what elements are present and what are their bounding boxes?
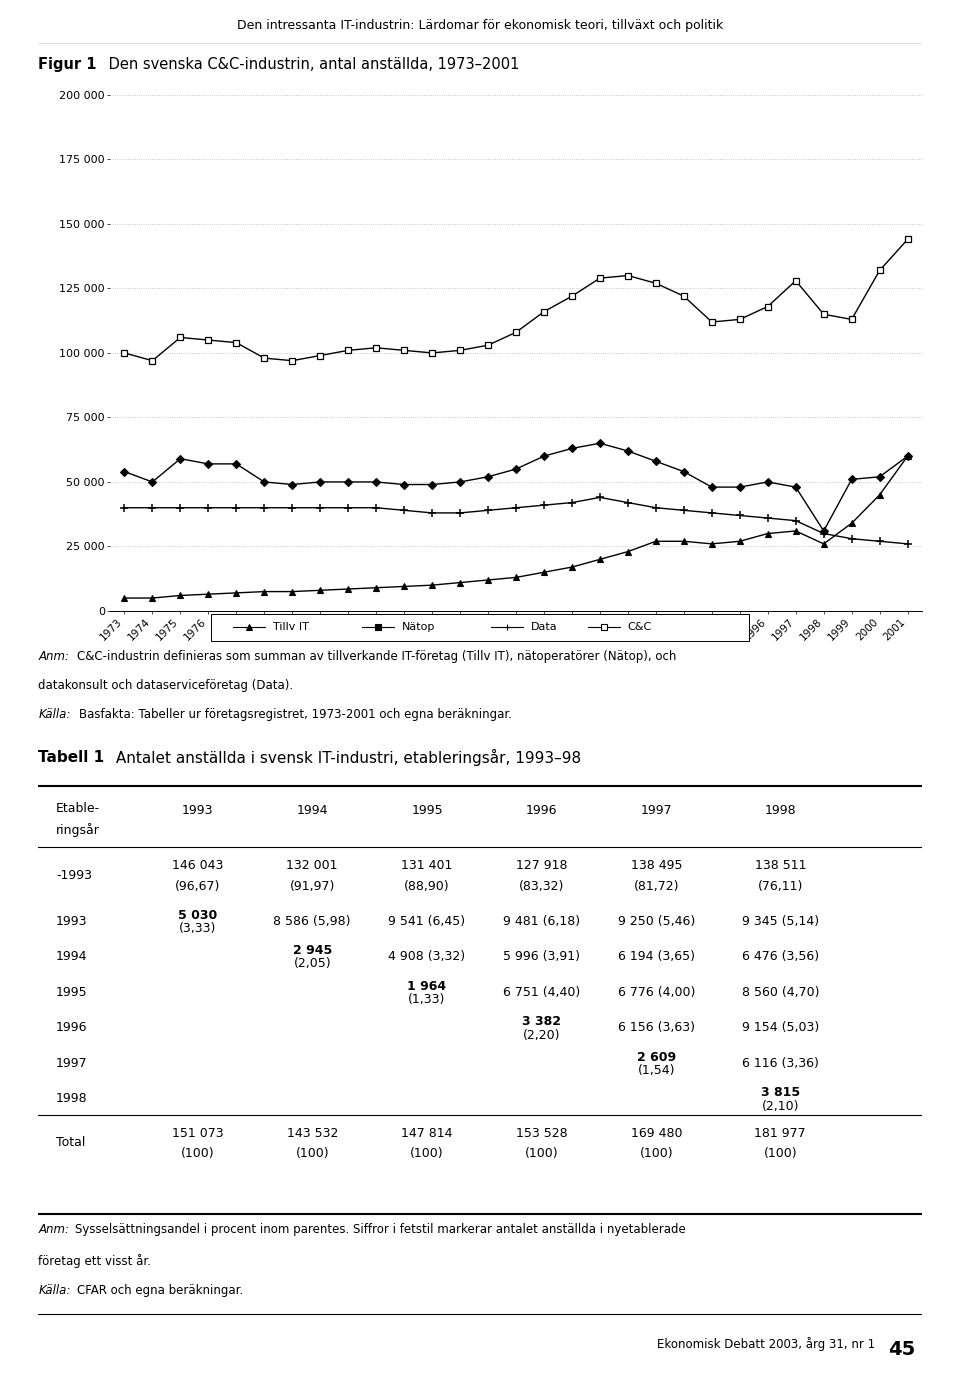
- Text: C&C: C&C: [628, 622, 652, 633]
- Text: 6 751 (4,40): 6 751 (4,40): [503, 985, 581, 999]
- Text: (100): (100): [410, 1146, 444, 1160]
- Text: 127 918: 127 918: [516, 859, 567, 872]
- Text: 153 528: 153 528: [516, 1127, 567, 1141]
- Text: Data: Data: [531, 622, 558, 633]
- Text: 146 043: 146 043: [172, 859, 223, 872]
- Text: 9 481 (6,18): 9 481 (6,18): [503, 915, 581, 927]
- Text: 138 511: 138 511: [755, 859, 806, 872]
- Text: Den svenska C&C-industrin, antal anställda, 1973–2001: Den svenska C&C-industrin, antal anställ…: [104, 58, 519, 72]
- Text: 6 156 (3,63): 6 156 (3,63): [618, 1021, 695, 1035]
- Text: -1993: -1993: [56, 868, 92, 882]
- Text: 45: 45: [888, 1340, 915, 1358]
- Text: 8 586 (5,98): 8 586 (5,98): [274, 915, 351, 927]
- Text: (2,05): (2,05): [294, 958, 331, 970]
- Text: 9 541 (6,45): 9 541 (6,45): [389, 915, 466, 927]
- Text: Nätop: Nätop: [402, 622, 436, 633]
- Text: 1997: 1997: [641, 804, 672, 817]
- Text: 169 480: 169 480: [631, 1127, 683, 1141]
- Text: 9 154 (5,03): 9 154 (5,03): [742, 1021, 819, 1035]
- Text: (2,20): (2,20): [523, 1028, 561, 1042]
- Text: 2 945: 2 945: [293, 944, 332, 958]
- Text: Etable-: Etable-: [56, 802, 100, 815]
- Text: 1995: 1995: [411, 804, 443, 817]
- Text: Anm:: Anm:: [38, 1223, 69, 1237]
- Text: 1996: 1996: [526, 804, 558, 817]
- Text: 9 250 (5,46): 9 250 (5,46): [618, 915, 695, 927]
- Text: (1,54): (1,54): [637, 1064, 676, 1077]
- Text: Tillv IT: Tillv IT: [273, 622, 309, 633]
- Text: 6 776 (4,00): 6 776 (4,00): [618, 985, 695, 999]
- Text: (91,97): (91,97): [290, 881, 335, 893]
- Text: (83,32): (83,32): [519, 881, 564, 893]
- Text: 1998: 1998: [56, 1093, 87, 1105]
- Text: (100): (100): [180, 1146, 214, 1160]
- Text: (1,33): (1,33): [408, 993, 445, 1006]
- Text: (76,11): (76,11): [757, 881, 803, 893]
- Text: 1995: 1995: [56, 985, 87, 999]
- Text: 6 194 (3,65): 6 194 (3,65): [618, 951, 695, 963]
- Text: (100): (100): [296, 1146, 329, 1160]
- Text: Basfakta: Tabeller ur företagsregistret, 1973-2001 och egna beräkningar.: Basfakta: Tabeller ur företagsregistret,…: [79, 707, 512, 721]
- Text: 1998: 1998: [764, 804, 796, 817]
- Text: 1994: 1994: [56, 951, 87, 963]
- Text: (96,67): (96,67): [175, 881, 220, 893]
- Text: (100): (100): [763, 1146, 797, 1160]
- Text: 6 116 (3,36): 6 116 (3,36): [742, 1057, 819, 1071]
- Text: C&C-industrin definieras som summan av tillverkande IT-företag (Tillv IT), nätop: C&C-industrin definieras som summan av t…: [77, 651, 677, 663]
- Text: 6 476 (3,56): 6 476 (3,56): [742, 951, 819, 963]
- Text: 3 382: 3 382: [522, 1015, 562, 1028]
- Text: 1993: 1993: [181, 804, 213, 817]
- Text: 147 814: 147 814: [401, 1127, 453, 1141]
- Text: Total: Total: [56, 1137, 85, 1149]
- Text: 1997: 1997: [56, 1057, 87, 1071]
- Text: Anm:: Anm:: [38, 651, 69, 663]
- Text: 151 073: 151 073: [172, 1127, 223, 1141]
- FancyBboxPatch shape: [211, 614, 749, 641]
- Text: Källa:: Källa:: [38, 1284, 71, 1298]
- Text: 9 345 (5,14): 9 345 (5,14): [742, 915, 819, 927]
- Text: (100): (100): [525, 1146, 559, 1160]
- Text: 3 815: 3 815: [760, 1087, 800, 1099]
- Text: 143 532: 143 532: [286, 1127, 338, 1141]
- Text: (2,10): (2,10): [761, 1099, 799, 1113]
- Text: företag ett visst år.: företag ett visst år.: [38, 1254, 152, 1267]
- Text: 5 996 (3,91): 5 996 (3,91): [503, 951, 581, 963]
- Text: 181 977: 181 977: [755, 1127, 806, 1141]
- Text: 8 560 (4,70): 8 560 (4,70): [741, 985, 819, 999]
- Text: Den intressanta IT-industrin: Lärdomar för ekonomisk teori, tillväxt och politik: Den intressanta IT-industrin: Lärdomar f…: [237, 19, 723, 33]
- Text: 1994: 1994: [297, 804, 328, 817]
- Text: 138 495: 138 495: [631, 859, 683, 872]
- Text: Källa:: Källa:: [38, 707, 71, 721]
- Text: Tabell 1: Tabell 1: [38, 750, 105, 765]
- Text: datakonsult och dataserviceföretag (Data).: datakonsult och dataserviceföretag (Data…: [38, 678, 294, 692]
- Text: Ekonomisk Debatt 2003, årg 31, nr 1: Ekonomisk Debatt 2003, årg 31, nr 1: [657, 1337, 875, 1351]
- Text: Sysselsättningsandel i procent inom parentes. Siffror i fetstil markerar antalet: Sysselsättningsandel i procent inom pare…: [76, 1223, 686, 1237]
- Text: 1996: 1996: [56, 1021, 87, 1035]
- Text: (100): (100): [639, 1146, 674, 1160]
- Text: 1 964: 1 964: [407, 980, 446, 993]
- Text: (3,33): (3,33): [179, 922, 216, 934]
- Text: 5 030: 5 030: [178, 908, 217, 922]
- Text: 4 908 (3,32): 4 908 (3,32): [389, 951, 466, 963]
- Text: 2 609: 2 609: [637, 1051, 676, 1064]
- Text: (88,90): (88,90): [404, 881, 450, 893]
- Text: 1993: 1993: [56, 915, 87, 927]
- Text: 132 001: 132 001: [286, 859, 338, 872]
- Text: (81,72): (81,72): [634, 881, 680, 893]
- Text: CFAR och egna beräkningar.: CFAR och egna beräkningar.: [77, 1284, 244, 1298]
- Text: ringsår: ringsår: [56, 823, 100, 838]
- Text: 131 401: 131 401: [401, 859, 453, 872]
- Text: Figur 1: Figur 1: [38, 58, 97, 72]
- Text: Antalet anställda i svensk IT-industri, etableringsår, 1993–98: Antalet anställda i svensk IT-industri, …: [110, 750, 581, 766]
